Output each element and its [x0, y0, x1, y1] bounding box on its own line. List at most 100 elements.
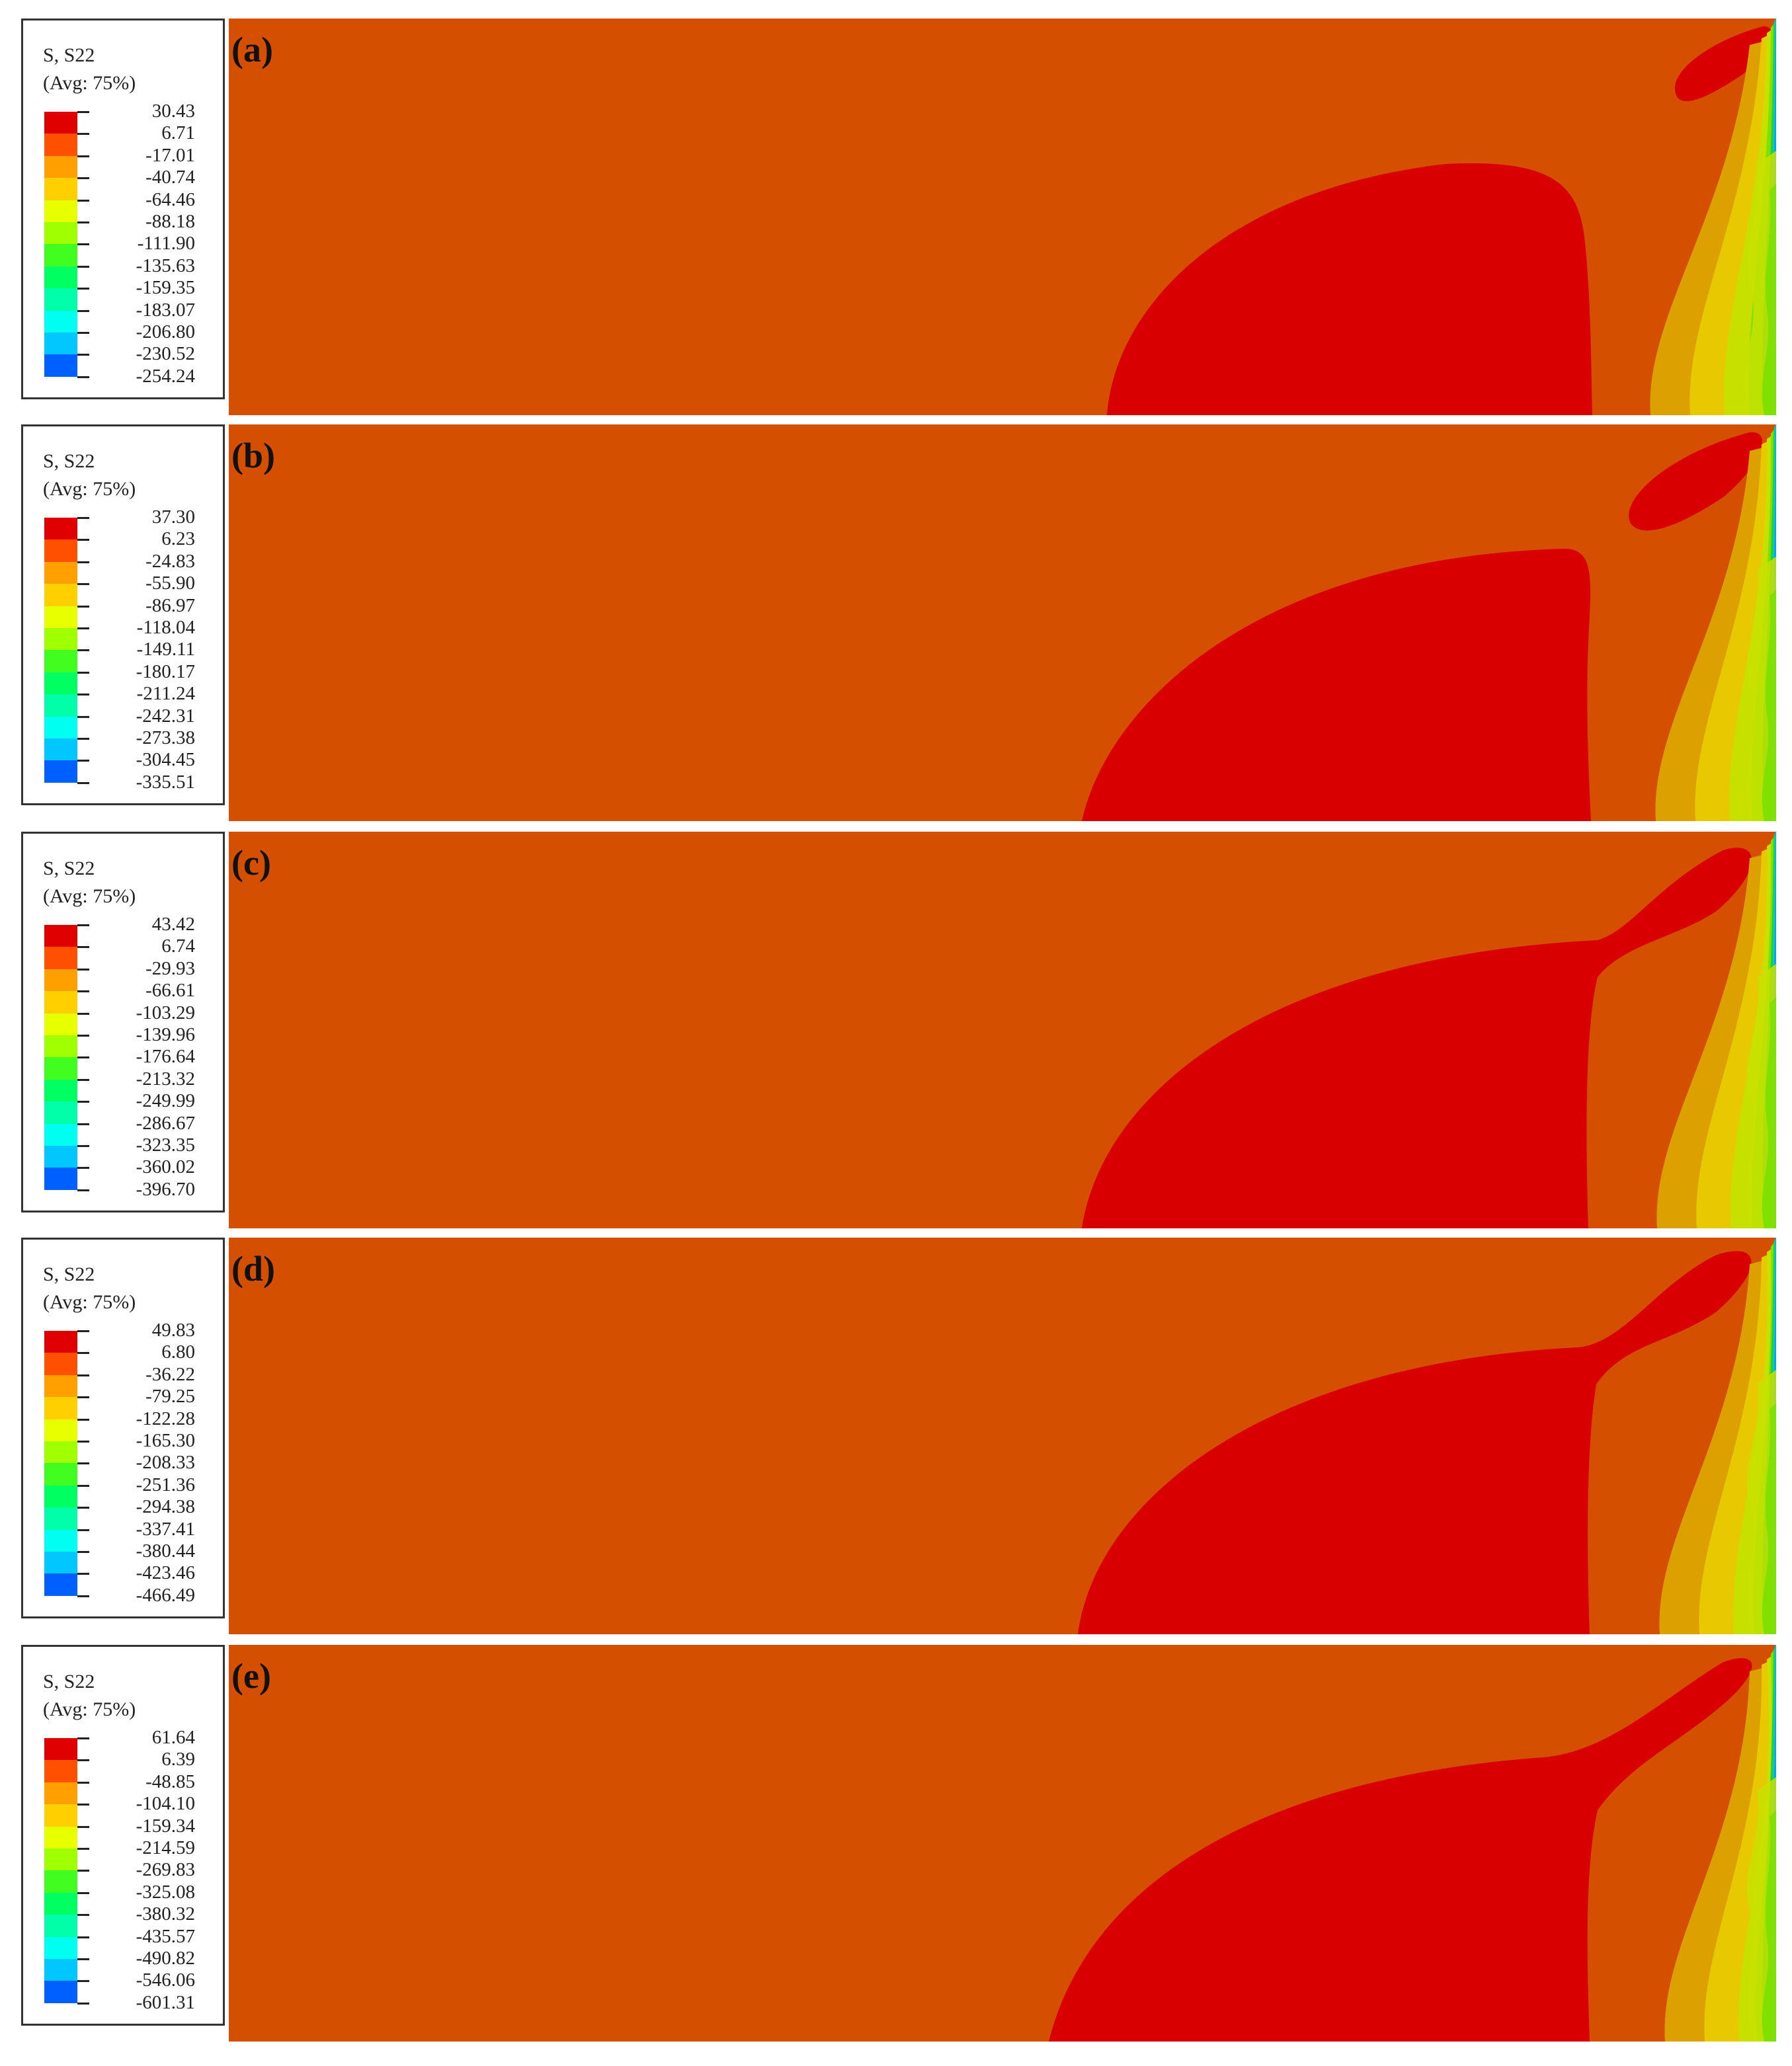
- contour-band-wave: [1762, 1403, 1776, 1634]
- legend-value: -466.49: [136, 1584, 195, 1606]
- legend-tick: [77, 1167, 89, 1170]
- stress-contour-plot: [229, 832, 1776, 1228]
- contour-band-wave: [1762, 997, 1776, 1228]
- legend-value: -79.25: [145, 1386, 195, 1408]
- legend-swatch: [44, 1419, 77, 1442]
- legend-swatch: [44, 178, 77, 201]
- legend-swatch: [44, 738, 77, 761]
- stress-contour-plot: [229, 424, 1776, 821]
- legend-value: -17.01: [145, 144, 195, 166]
- legend-tick: [77, 924, 89, 926]
- legend-swatch: [44, 1782, 77, 1805]
- legend-title: S, S22: [43, 1671, 95, 1692]
- legend-tick: [77, 1035, 89, 1037]
- legend-swatch: [44, 539, 77, 563]
- legend-tick: [77, 1418, 89, 1421]
- stress-contour-plot: [229, 19, 1776, 415]
- legend-tick: [77, 1891, 89, 1894]
- legend-tick: [77, 1012, 89, 1015]
- color-legend: S, S22 (Avg: 75%) 43.42 6.74 -29.93 -66.61 -10…: [21, 832, 225, 1212]
- legend-tick: [77, 1595, 89, 1597]
- tensile-lobe: [1107, 163, 1592, 415]
- legend-swatch: [44, 947, 77, 970]
- legend-tick: [77, 1462, 89, 1465]
- legend-swatch: [44, 672, 77, 695]
- legend-value: 6.80: [161, 1341, 195, 1363]
- legend-value: 49.83: [151, 1320, 195, 1341]
- legend-swatch: [44, 1507, 77, 1530]
- legend-tick: [77, 133, 89, 136]
- legend-swatch: [44, 561, 77, 584]
- legend-value: -24.83: [145, 550, 195, 572]
- legend-tick: [77, 649, 89, 652]
- legend-swatch: [44, 1168, 77, 1191]
- legend-value: 30.43: [151, 100, 195, 122]
- legend-swatch: [44, 1146, 77, 1168]
- legend-swatch: [44, 1804, 77, 1827]
- legend-averaging: (Avg: 75%): [43, 1291, 136, 1313]
- legend-swatch: [44, 112, 77, 134]
- color-legend: S, S22 (Avg: 75%) 30.43 6.71 -17.01 -40.74 -64…: [21, 19, 225, 399]
- legend-swatch: [44, 1057, 77, 1080]
- legend-tick: [77, 1441, 89, 1443]
- legend-value: -423.46: [136, 1562, 195, 1584]
- legend-value: -335.51: [136, 771, 195, 793]
- legend-tick: [77, 111, 89, 113]
- legend-value: -214.59: [136, 1837, 195, 1858]
- legend-value: -380.44: [136, 1540, 195, 1562]
- tensile-lobe: [1082, 848, 1752, 1228]
- legend-tick: [77, 605, 89, 608]
- legend-value: -55.90: [145, 573, 195, 594]
- legend-swatch: [44, 1441, 77, 1464]
- legend-tick: [77, 990, 89, 993]
- legend-tick: [77, 1804, 89, 1806]
- stress-contour-plot: [229, 1645, 1776, 2042]
- legend-swatch: [44, 1013, 77, 1036]
- legend-value: 61.64: [151, 1727, 195, 1748]
- legend-value: -325.08: [136, 1881, 195, 1903]
- legend-tick: [77, 1484, 89, 1487]
- legend-tick: [77, 1980, 89, 1983]
- legend-tick: [77, 561, 89, 563]
- tensile-lobe: [1078, 1251, 1752, 1634]
- legend-swatch: [44, 1892, 77, 1915]
- legend-value: 43.42: [151, 914, 195, 935]
- legend-value: -546.06: [136, 1969, 195, 1991]
- legend-value: -360.02: [136, 1156, 195, 1178]
- legend-tick: [77, 1573, 89, 1575]
- legend-value: -40.74: [145, 167, 195, 188]
- legend-averaging: (Avg: 75%): [43, 885, 136, 907]
- legend-value: -36.22: [145, 1363, 195, 1385]
- tensile-lobe-small: [1674, 26, 1772, 102]
- legend-tick: [77, 1396, 89, 1399]
- stress-contour-plot: [229, 1238, 1776, 1634]
- legend-tick: [77, 155, 89, 157]
- legend-tick: [77, 1330, 89, 1332]
- legend-swatch: [44, 1738, 77, 1761]
- legend-swatch: [44, 606, 77, 629]
- legend-tick: [77, 1078, 89, 1081]
- legend-swatch: [44, 1915, 77, 1938]
- legend-value: -111.90: [137, 233, 195, 255]
- contour-panel-b: S, S22 (Avg: 75%) 37.30 6.23 -24.83 -55.90 -86…: [0, 424, 1792, 829]
- legend-swatch: [44, 354, 77, 377]
- legend-swatch: [44, 333, 77, 355]
- legend-averaging: (Avg: 75%): [43, 72, 136, 94]
- legend-swatch: [44, 518, 77, 540]
- legend-swatch: [44, 134, 77, 157]
- legend-tick: [77, 671, 89, 674]
- legend-swatch: [44, 694, 77, 717]
- legend-value: 37.30: [151, 506, 195, 528]
- color-legend: S, S22 (Avg: 75%) 37.30 6.23 -24.83 -55.90 -86…: [21, 424, 225, 805]
- legend-title: S, S22: [43, 857, 95, 879]
- legend-tick: [77, 1737, 89, 1739]
- legend-value: -490.82: [136, 1948, 195, 1969]
- legend-value: -269.83: [136, 1859, 195, 1881]
- legend-value: -211.24: [136, 683, 195, 705]
- legend-value: -86.97: [145, 594, 195, 616]
- tensile-lobe-small: [1629, 432, 1763, 531]
- legend-swatch: [44, 1936, 77, 1960]
- legend-tick: [77, 199, 89, 202]
- legend-tick: [77, 1914, 89, 1917]
- legend-value: -337.41: [136, 1518, 195, 1540]
